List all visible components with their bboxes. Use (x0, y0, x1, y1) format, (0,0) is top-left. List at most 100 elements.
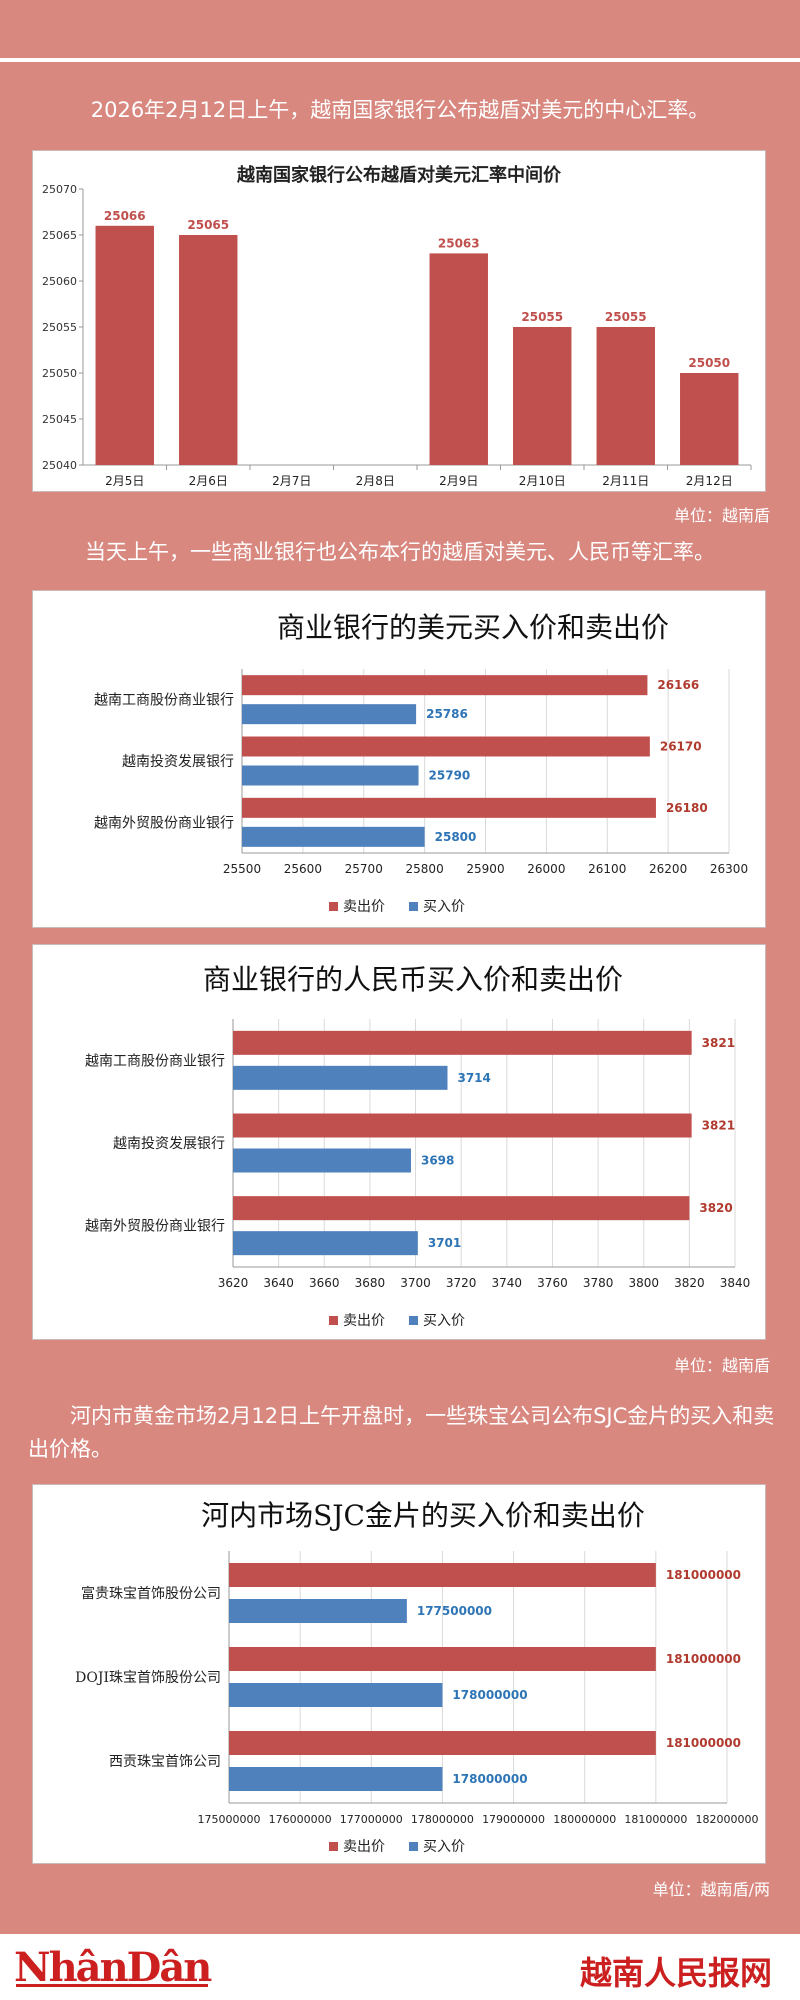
cny-bank-chart: 商业银行的人民币买入价和卖出价 3620 3640 3660 3680 3700 3720 3… (32, 944, 766, 1340)
legend-swatch (409, 1842, 418, 1851)
category-label: 越南投资发展银行 (113, 1136, 225, 1152)
category-label: 富贵珠宝首饰股份公司 (81, 1585, 221, 1602)
sell-bar (242, 797, 656, 818)
cny-bank-svg: 商业银行的人民币买入价和卖出价 3620 3640 3660 3680 3700 3720 3… (85, 963, 751, 1329)
data-label: 25786 (426, 707, 468, 721)
bar (179, 235, 238, 465)
x-tick-label: 25600 (284, 862, 322, 876)
data-label: 25800 (435, 830, 477, 844)
x-tick-label: 2月5日 (105, 474, 144, 488)
data-label: 25055 (605, 310, 647, 324)
top-divider (0, 58, 800, 62)
unit-label-2: 单位：越南盾 (673, 1356, 770, 1375)
category-label: DOJI珠宝首饰股份公司 (75, 1670, 221, 1686)
buy-bar (229, 1767, 443, 1791)
x-tick-label: 178000000 (411, 1813, 474, 1826)
chart-title: 越南国家银行公布越盾对美元汇率中间价 (236, 164, 562, 186)
x-tick-label: 26100 (588, 862, 626, 876)
chart-title: 商业银行的人民币买入价和卖出价 (203, 963, 623, 996)
data-label: 3821 (702, 1036, 735, 1050)
x-tick-label: 25900 (466, 862, 504, 876)
data-label: 25066 (104, 209, 146, 223)
data-label: 25050 (688, 356, 730, 370)
x-tick-label: 176000000 (269, 1813, 332, 1826)
footer: NhânDân 越南人民报网 (0, 1934, 800, 2000)
x-tick-label: 3720 (446, 1276, 477, 1290)
data-label: 181000000 (666, 1652, 741, 1666)
data-label: 181000000 (666, 1568, 741, 1582)
x-tick-label: 25700 (345, 862, 383, 876)
bar (95, 225, 154, 465)
data-label: 3820 (699, 1201, 732, 1215)
chart-title: 河内市场SJC金片的买入价和卖出价 (201, 1499, 645, 1532)
category-label: 越南外贸股份商业银行 (94, 815, 234, 831)
x-tick-label: 180000000 (553, 1813, 616, 1826)
x-tick-label: 175000000 (198, 1813, 261, 1826)
y-tick-label: 25065 (42, 229, 77, 242)
sell-bar (242, 736, 650, 757)
bar (429, 253, 488, 465)
legend-swatch (329, 1316, 338, 1325)
bar (513, 327, 572, 465)
x-tick-label: 3740 (492, 1276, 523, 1290)
buy-bar (242, 765, 419, 786)
legend-label: 买入价 (423, 899, 465, 915)
data-label: 25065 (187, 218, 229, 232)
x-tick-label: 179000000 (482, 1813, 545, 1826)
x-tick-label: 2月10日 (519, 474, 566, 488)
x-tick-label: 26000 (527, 862, 565, 876)
sell-bar (233, 1196, 690, 1221)
data-label: 178000000 (452, 1772, 527, 1786)
data-label: 26170 (660, 740, 702, 754)
x-tick-label: 2月9日 (439, 474, 478, 488)
data-label: 26166 (657, 678, 699, 692)
unit-label-3: 单位：越南盾/两 (652, 1880, 770, 1899)
gold-market-text: 河内市黄金市场2月12日上午开盘时，一些珠宝公司公布SJC金片的买入和卖出价格。 (28, 1404, 775, 1461)
sell-bar (242, 675, 648, 696)
x-tick-label: 181000000 (624, 1813, 687, 1826)
data-label: 25790 (429, 769, 471, 783)
x-tick-label: 3760 (537, 1276, 568, 1290)
nhandan-logo[interactable]: NhânDân (14, 1944, 212, 1991)
data-label: 3698 (421, 1154, 454, 1168)
x-tick-label: 177000000 (340, 1813, 403, 1826)
legend-label: 买入价 (423, 1839, 465, 1855)
legend-label: 买入价 (423, 1313, 465, 1329)
legend-swatch (409, 902, 418, 911)
data-label: 26180 (666, 801, 708, 815)
x-tick-label: 26300 (710, 862, 748, 876)
buy-bar (229, 1599, 407, 1623)
y-tick-label: 25060 (42, 275, 77, 288)
data-label: 25063 (438, 236, 480, 250)
legend-swatch (329, 1842, 338, 1851)
category-label: 西贡珠宝首饰公司 (109, 1754, 221, 1770)
usd-bank-svg: 商业银行的美元买入价和卖出价 25500 25600 25700 25800 25900 2… (94, 611, 748, 915)
buy-bar (242, 704, 417, 725)
bar (596, 327, 655, 465)
buy-bar (233, 1065, 448, 1090)
x-tick-label: 3620 (218, 1276, 249, 1290)
x-tick-label: 2月7日 (272, 474, 311, 488)
x-tick-label: 25500 (223, 862, 261, 876)
chart-title: 商业银行的美元买入价和卖出价 (277, 611, 669, 644)
x-tick-label: 3680 (355, 1276, 386, 1290)
site-name[interactable]: 越南人民报网 (579, 1954, 772, 1992)
sjc-gold-svg: 河内市场SJC金片的买入价和卖出价 175000000 176000000 17700… (75, 1499, 758, 1855)
y-tick-label: 25055 (42, 321, 77, 334)
unit-label-1: 单位：越南盾 (673, 506, 770, 525)
x-tick-label: 2月12日 (686, 474, 733, 488)
legend-label: 卖出价 (343, 1839, 385, 1855)
sell-bar (233, 1030, 692, 1055)
category-label: 越南外贸股份商业银行 (85, 1219, 225, 1235)
y-tick-label: 25050 (42, 367, 77, 380)
x-tick-label: 3820 (674, 1276, 705, 1290)
usd-bank-chart: 商业银行的美元买入价和卖出价 25500 25600 25700 25800 25900 2… (32, 590, 766, 928)
x-tick-label: 2月11日 (602, 474, 649, 488)
sell-bar (229, 1647, 656, 1671)
x-tick-label: 3840 (720, 1276, 751, 1290)
sell-bar (229, 1731, 656, 1755)
commercial-bank-text: 当天上午，一些商业银行也公布本行的越盾对美元、人民币等汇率。 (85, 540, 715, 564)
legend-swatch (329, 902, 338, 911)
category-label: 越南工商股份商业银行 (85, 1053, 225, 1069)
x-tick-label: 26200 (649, 862, 687, 876)
